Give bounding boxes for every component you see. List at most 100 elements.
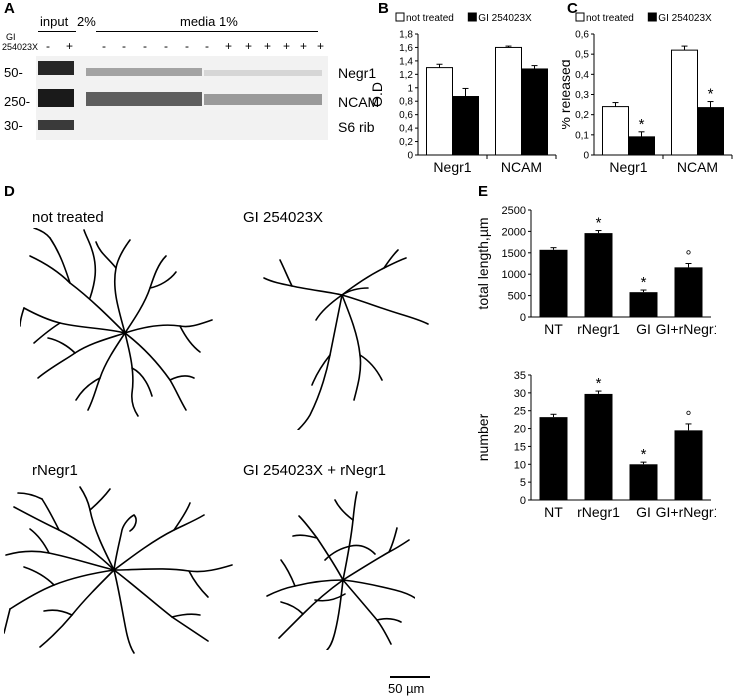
band-label-ncam: NCAM bbox=[338, 94, 380, 110]
panel-c-x-tick-label: NCAM bbox=[677, 159, 718, 175]
panel-c-significance-mark: * bbox=[708, 86, 714, 103]
panel-e-bottom-x-tick-label: GI bbox=[636, 504, 651, 520]
panel-b-x-tick-label: Negr1 bbox=[433, 159, 471, 175]
panel-b-y-tick-label: 1 bbox=[407, 83, 413, 94]
panel-e-bottom-y-tick-label: 15 bbox=[514, 441, 526, 453]
panel-e-top-y-tick-label: 500 bbox=[508, 291, 526, 303]
input-header: input bbox=[40, 14, 69, 29]
panel-c-bar bbox=[671, 49, 698, 156]
blot-input-ncam-band bbox=[38, 89, 74, 107]
scale-bar-label: 50 µm bbox=[388, 681, 425, 696]
panel-c-significance-mark: * bbox=[639, 116, 645, 133]
title-gi254023x: GI 254023X bbox=[243, 209, 324, 226]
input-percent: 2% bbox=[77, 14, 96, 29]
panel-e-top-significance-mark: * bbox=[641, 274, 647, 291]
band-label-s6rib: S6 rib bbox=[338, 119, 375, 135]
panel-b-bar bbox=[452, 96, 479, 156]
panel-e-top-x-tick-label: GI+rNegr1 bbox=[656, 321, 716, 337]
panel-e-bottom-y-tick-label: 0 bbox=[520, 495, 526, 507]
panel-b-bar bbox=[426, 67, 453, 156]
panel-e-bottom-y-tick-label: 10 bbox=[514, 459, 526, 471]
marker-250: 250- bbox=[4, 94, 31, 109]
panel-e-top-y-axis-label: total length,µm bbox=[476, 217, 491, 309]
panel-c-legend-label: not treated bbox=[586, 13, 634, 24]
panel-e-bottom-significance-mark: ° bbox=[686, 408, 692, 425]
neuron-tracing-not-treated bbox=[20, 228, 213, 417]
neuron-tracing-rnegr1 bbox=[4, 486, 233, 654]
title-rnegr1: rNegr1 bbox=[32, 462, 78, 479]
panel-c-y-tick-label: 0,3 bbox=[575, 90, 589, 101]
lane-sign-12: + bbox=[283, 39, 291, 53]
panel-b-y-tick-label: 1,8 bbox=[399, 30, 413, 41]
lane-sign-14: + bbox=[317, 39, 325, 53]
panel-e-bottom-bar bbox=[584, 393, 613, 500]
panel-b-y-axis-label: O.D bbox=[372, 82, 385, 107]
lane-sign-2: + bbox=[66, 39, 74, 53]
panel-e-bottom-y-tick-label: 20 bbox=[514, 424, 526, 436]
panel-c-legend-label: GI 254023X bbox=[658, 13, 712, 24]
title-not-treated: not treated bbox=[32, 209, 104, 226]
media-header: media 1% bbox=[180, 14, 238, 29]
lane-sign-13: + bbox=[300, 39, 308, 53]
panel-e-top-y-tick-label: 1500 bbox=[502, 248, 526, 260]
panel-b-y-tick-label: 1,4 bbox=[399, 56, 413, 67]
panel-b-x-tick-label: NCAM bbox=[501, 159, 542, 175]
panel-e-top-x-tick-label: rNegr1 bbox=[577, 321, 620, 337]
treatment-label: GI 254023X bbox=[2, 32, 38, 52]
panel-b-legend-label: GI 254023X bbox=[478, 13, 532, 24]
panel-e-top-bar bbox=[584, 233, 613, 317]
lane-sign-7: - bbox=[185, 39, 189, 53]
panel-b-bar bbox=[495, 46, 522, 156]
lane-sign-8: - bbox=[205, 39, 209, 53]
panel-e-bottom-bar bbox=[539, 417, 568, 500]
panel-c-legend-swatch bbox=[575, 12, 585, 22]
panel-e-bottom-x-tick-label: rNegr1 bbox=[577, 504, 620, 520]
panel-e-bottom-y-axis-label: number bbox=[476, 413, 491, 461]
panel-c-bar bbox=[697, 107, 724, 156]
lane-sign-6: - bbox=[164, 39, 168, 53]
blot-media-untreated-ncam bbox=[86, 92, 202, 106]
neuron-tracing-gi-plus-rnegr1 bbox=[266, 491, 415, 650]
panel-d-label: D bbox=[4, 183, 15, 200]
panel-b-legend-swatch bbox=[467, 12, 477, 22]
panel-e-bottom-y-tick-label: 35 bbox=[514, 370, 526, 382]
panel-e-top-bar bbox=[674, 267, 703, 317]
panel-c-x-tick-label: Negr1 bbox=[609, 159, 647, 175]
neuron-tracing-gi254023x bbox=[263, 249, 429, 430]
panel-c-y-tick-label: 0,6 bbox=[575, 30, 589, 41]
lane-sign-3: - bbox=[102, 39, 106, 53]
od-bar-chart: 0 0,2 0,4 0,6 0,8 1 1,2 1,4 1,6 1,8 O.D Negr1 NCAM no… bbox=[372, 12, 557, 175]
panel-e-top-x-tick-label: GI bbox=[636, 321, 651, 337]
panel-e-bottom-significance-mark: * bbox=[641, 446, 647, 463]
panel-b-bar bbox=[521, 68, 548, 156]
panel-e-top-bar bbox=[539, 249, 568, 317]
branch-number-bar-chart: 0 5 10 15 20 25 30 35 number NT * rNegr1 * GI ° GI+rNeg… bbox=[476, 370, 716, 520]
total-length-bar-chart: 0 500 1000 1500 2000 2500 total length,µm NT * rN… bbox=[476, 205, 716, 337]
marker-50: 50- bbox=[4, 65, 23, 80]
panel-c-bar bbox=[628, 136, 655, 156]
panel-b-legend-swatch bbox=[395, 12, 405, 22]
blot-media-untreated-negr1 bbox=[86, 68, 202, 76]
panel-e-bottom-bar bbox=[629, 464, 658, 500]
panel-b-label: B bbox=[378, 0, 389, 17]
panel-b-y-tick-label: 0,6 bbox=[399, 110, 413, 121]
title-gi-plus-rnegr1: GI 254023X + rNegr1 bbox=[243, 462, 387, 479]
lane-sign-11: + bbox=[264, 39, 272, 53]
panel-b-y-tick-label: 0,4 bbox=[399, 124, 413, 135]
panel-b-y-tick-label: 0 bbox=[407, 151, 413, 162]
panel-c-y-tick-label: 0,4 bbox=[575, 70, 589, 81]
panel-c-label: C bbox=[567, 0, 578, 17]
lane-sign-1: - bbox=[46, 39, 50, 53]
panel-c-y-tick-label: 0,2 bbox=[575, 110, 589, 121]
panel-e-bottom-bar bbox=[674, 430, 703, 500]
panel-e-top-bar bbox=[629, 292, 658, 317]
panel-b-y-tick-label: 0,8 bbox=[399, 97, 413, 108]
band-label-negr1: Negr1 bbox=[338, 65, 377, 81]
panel-e-bottom-y-tick-label: 5 bbox=[520, 477, 526, 489]
panel-e-label: E bbox=[478, 183, 489, 200]
panel-c-legend-swatch bbox=[647, 12, 657, 22]
panel-e-bottom-y-tick-label: 25 bbox=[514, 406, 526, 418]
panel-e-bottom-x-tick-label: NT bbox=[544, 504, 563, 520]
lane-sign-10: + bbox=[245, 39, 253, 53]
panel-e-top-y-tick-label: 2500 bbox=[502, 205, 526, 217]
